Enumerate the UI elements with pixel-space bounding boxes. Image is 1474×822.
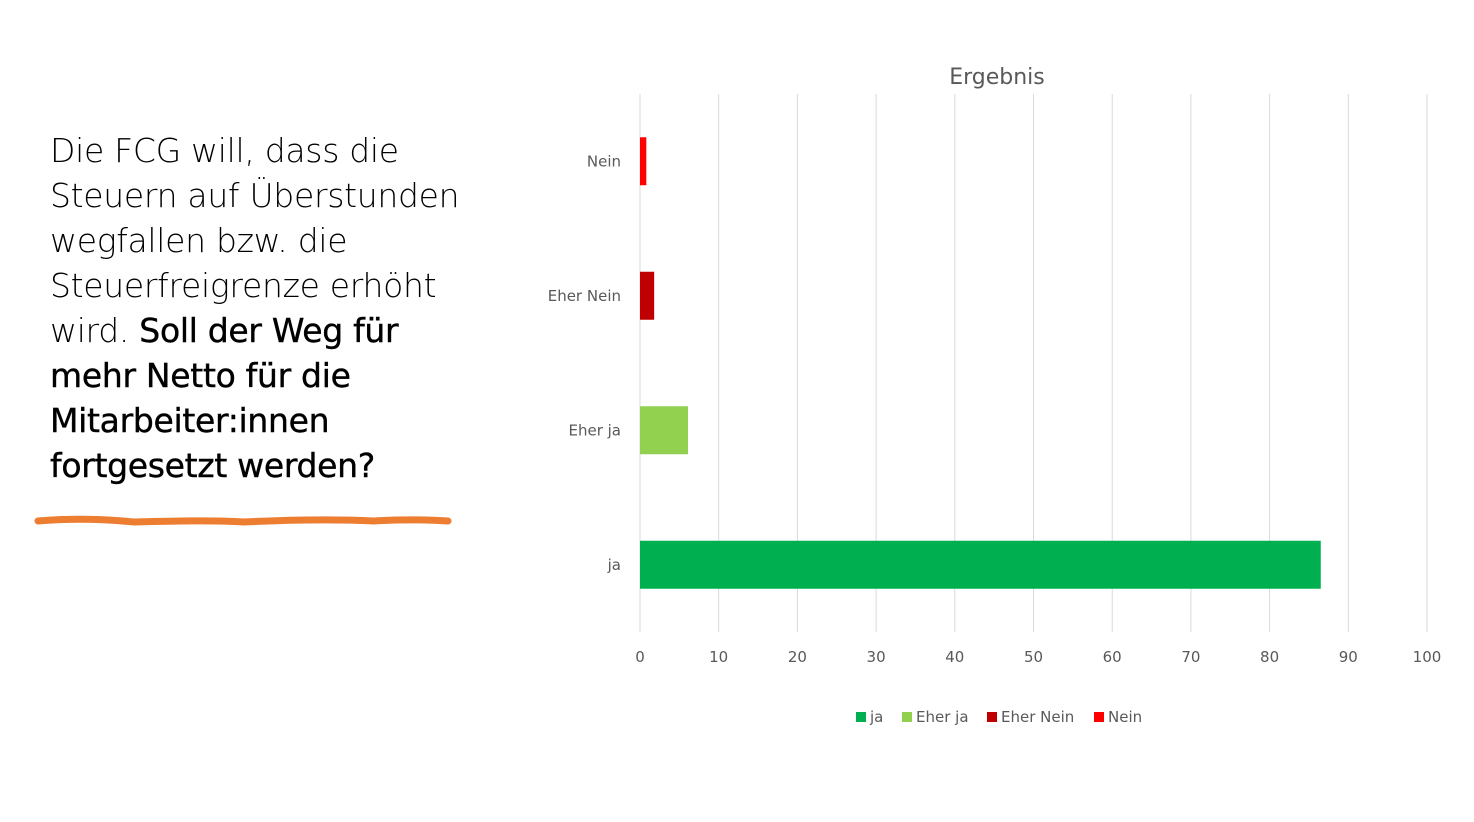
category-label-nein: Nein [587,152,621,170]
bar-ja [640,540,1321,589]
question-bold: Soll der Weg für mehr Netto für die Mita… [50,311,399,485]
question-text: Die FCG will, dass die Steuern auf Übers… [50,128,490,488]
x-tick-label-100: 100 [1413,648,1442,666]
category-label-eher-nein: Eher Nein [548,287,621,305]
legend-swatch-ja [856,712,866,722]
x-tick-label-40: 40 [945,648,964,666]
legend-swatch-eher-nein [987,712,997,722]
x-tick-label-20: 20 [788,648,807,666]
question-normal: Die FCG will, dass die Steuern auf Übers… [50,131,460,350]
x-tick-label-60: 60 [1103,648,1122,666]
legend-swatch-eher-ja [902,712,912,722]
legend-label-nein: Nein [1108,708,1142,726]
category-label-eher-ja: Eher ja [568,421,621,439]
chart-title: Ergebnis [949,65,1045,90]
category-label-ja: ja [607,556,621,574]
legend-label-eher-ja: Eher ja [916,708,969,726]
x-tick-label-30: 30 [867,648,886,666]
x-tick-label-0: 0 [635,648,645,666]
legend-label-ja: ja [869,708,883,726]
bar-eher-nein [640,271,655,320]
x-tick-label-80: 80 [1260,648,1279,666]
bar-nein [640,137,647,186]
orange-underline [34,515,452,526]
category-labels: ja Eher ja Eher Nein Nein [548,152,621,574]
x-tick-label-50: 50 [1024,648,1043,666]
legend: ja Eher ja Eher Nein Nein [856,708,1142,726]
legend-label-eher-nein: Eher Nein [1001,708,1074,726]
x-tick-labels: 0 10 20 30 40 50 60 70 80 90 100 [635,648,1441,666]
x-tick-label-90: 90 [1339,648,1358,666]
x-tick-label-10: 10 [709,648,728,666]
legend-swatch-nein [1094,712,1104,722]
bars [640,137,1321,589]
x-tick-label-70: 70 [1181,648,1200,666]
bar-eher-ja [640,406,689,455]
